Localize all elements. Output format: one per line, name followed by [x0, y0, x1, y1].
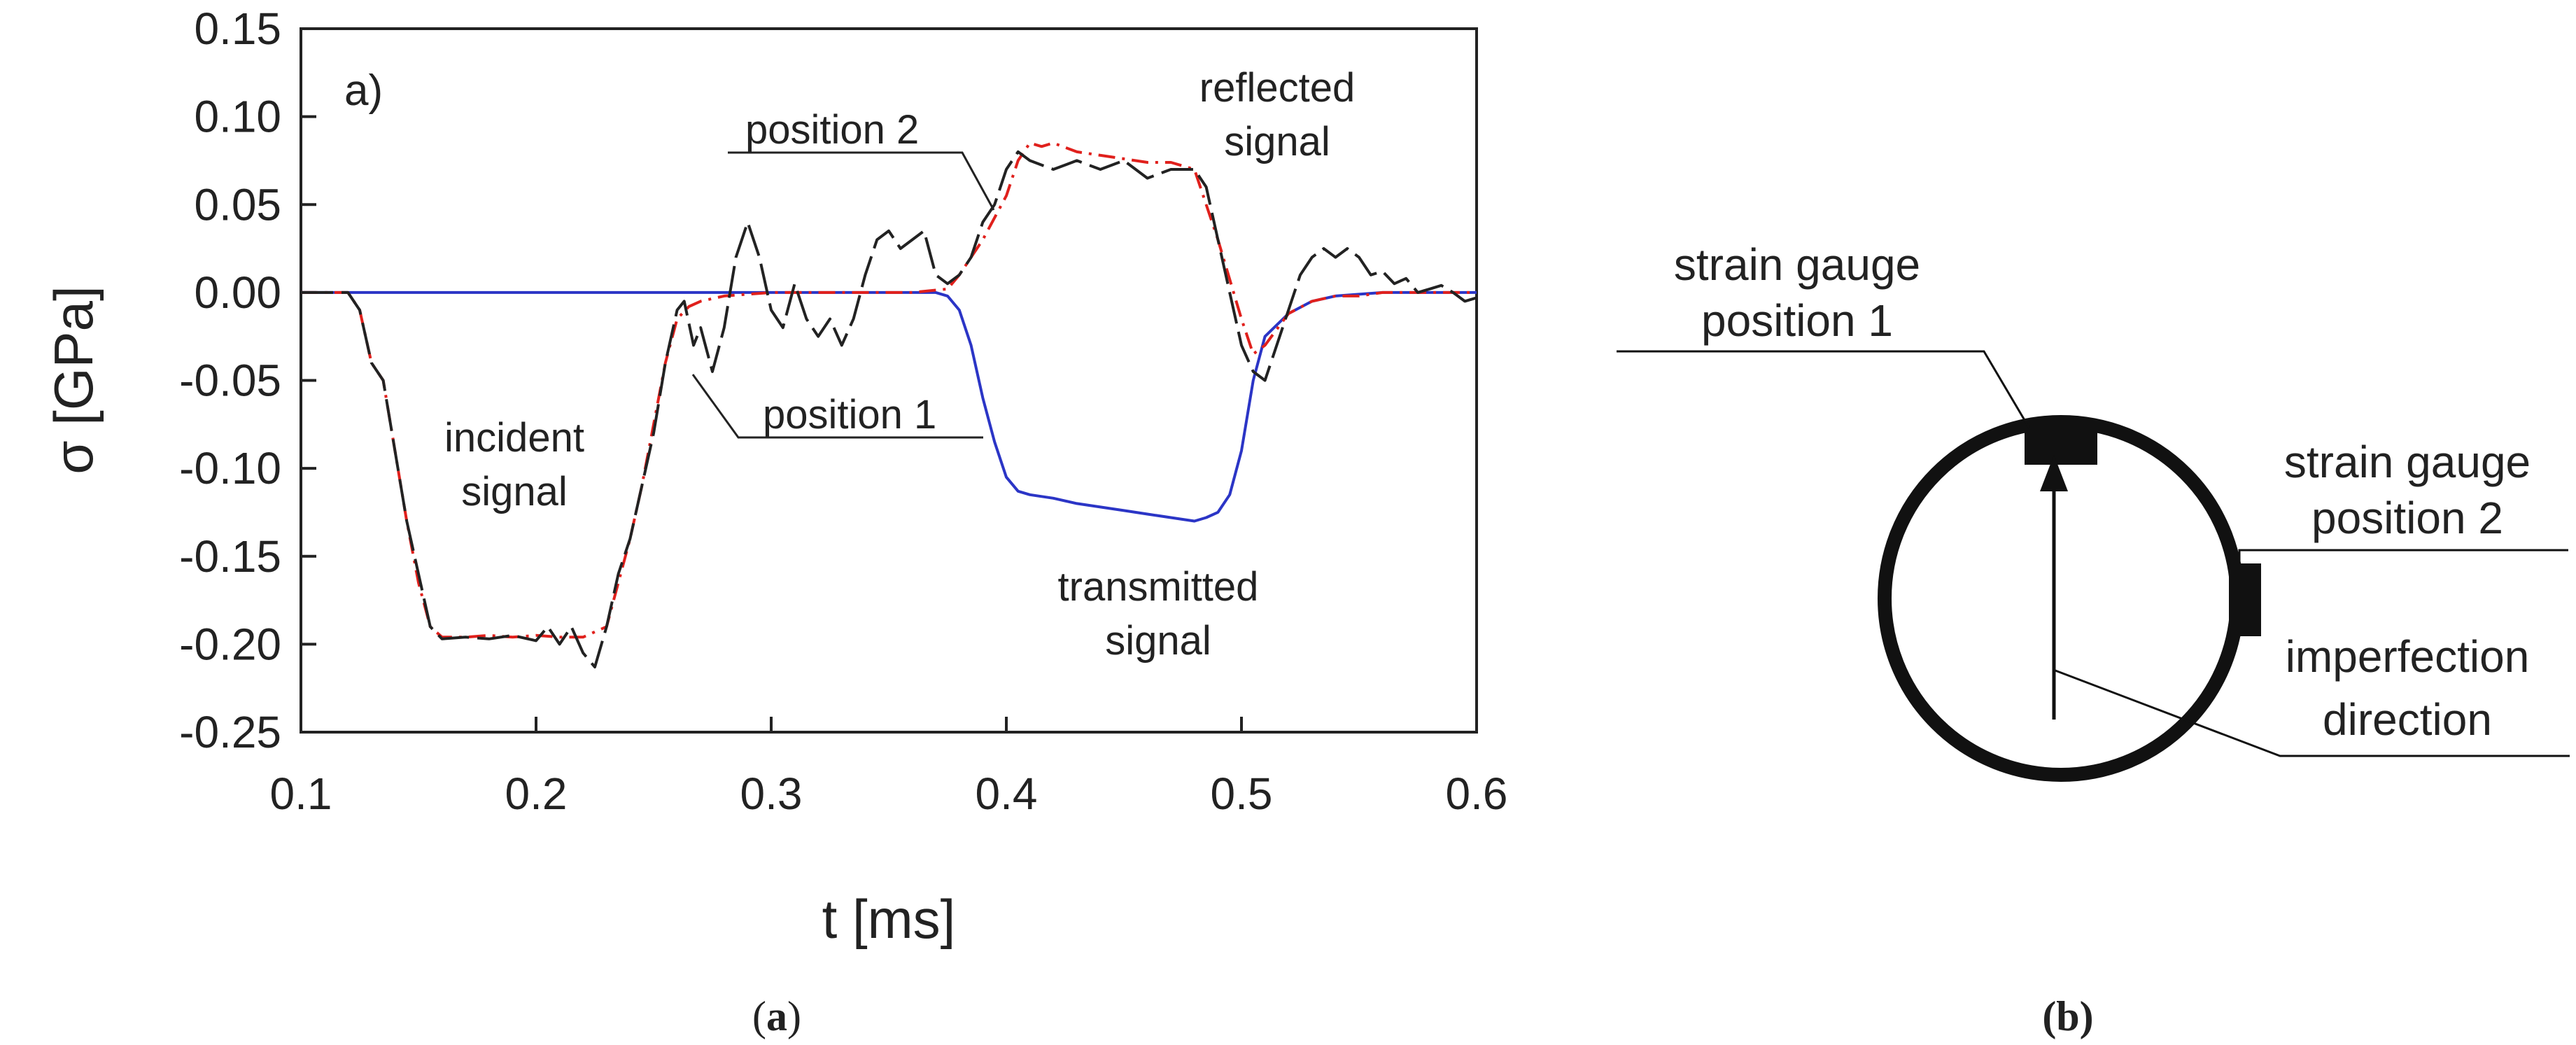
series-line-position-2 — [301, 141, 1477, 639]
strain-gauge-2 — [2229, 563, 2261, 636]
incident-signal-label-1: incident — [444, 415, 584, 461]
gauge-1-leader — [1617, 350, 2031, 429]
transmitted-signal-label-2: signal — [1105, 618, 1211, 664]
y-tick-label: 0.15 — [194, 3, 281, 54]
x-axis-ticks: 0.1 0.2 0.3 0.4 0.5 0.6 — [270, 717, 1508, 819]
y-axis-ticks: 0.15 0.10 0.05 0.00 -0.05 -0.10 -0.15 -0.20 -0.2… — [179, 3, 316, 757]
y-tick-label: -0.10 — [179, 443, 281, 493]
caption-b: (b) — [2042, 993, 2093, 1039]
y-tick-label: 0.10 — [194, 92, 281, 142]
y-tick-label: -0.05 — [179, 356, 281, 406]
y-tick-label: 0.00 — [194, 267, 281, 318]
x-tick-label: 0.6 — [1446, 769, 1508, 819]
series-line-position-1 — [301, 150, 1477, 668]
y-tick-label: -0.15 — [179, 531, 281, 582]
transmitted-signal-label-1: transmitted — [1058, 564, 1259, 610]
position-1-leader — [691, 374, 983, 439]
diagram-panel-b: strain gauge position 1 strain gauge pos… — [1617, 239, 2570, 1039]
imperfection-leader — [2055, 669, 2570, 757]
imperfection-arrow-head — [2040, 455, 2068, 491]
gauge-1-label-2: position 1 — [1701, 295, 1893, 346]
series-line-transmitted — [301, 290, 1477, 523]
gauge-2-leader-line — [2238, 549, 2568, 588]
imperfection-label-1: imperfection — [2286, 631, 2530, 682]
y-tick-label: -0.20 — [179, 619, 281, 669]
chart-panel-a: 0.15 0.10 0.05 0.00 -0.05 -0.10 -0.15 -0.20 -0.2… — [43, 3, 1507, 1039]
position-2-leader — [728, 151, 995, 211]
y-tick-label: -0.25 — [179, 707, 281, 757]
strain-gauge-1 — [2025, 428, 2097, 465]
gauge-2-label-1: strain gauge — [2284, 437, 2531, 487]
x-tick-label: 0.3 — [740, 769, 803, 819]
imperfection-label-2: direction — [2323, 694, 2492, 745]
x-axis-label: t [ms] — [822, 888, 956, 950]
gauge-1-label-1: strain gauge — [1674, 239, 1920, 290]
y-tick-label: 0.05 — [194, 179, 281, 230]
reflected-signal-label-2: signal — [1224, 119, 1330, 164]
caption-a: (a) — [752, 993, 801, 1039]
x-tick-label: 0.4 — [976, 769, 1038, 819]
incident-signal-label-2: signal — [461, 469, 568, 514]
series-layer — [301, 141, 1477, 668]
position-1-label: position 1 — [763, 392, 936, 437]
x-tick-label: 0.5 — [1211, 769, 1273, 819]
gauge-2-label-2: position 2 — [2311, 493, 2503, 543]
reflected-signal-label-1: reflected — [1199, 65, 1355, 111]
panel-label: a) — [344, 66, 383, 115]
x-tick-label: 0.1 — [270, 769, 332, 819]
x-tick-label: 0.2 — [505, 769, 568, 819]
y-axis-label: σ [GPa] — [43, 286, 104, 474]
position-2-label: position 2 — [745, 107, 919, 153]
